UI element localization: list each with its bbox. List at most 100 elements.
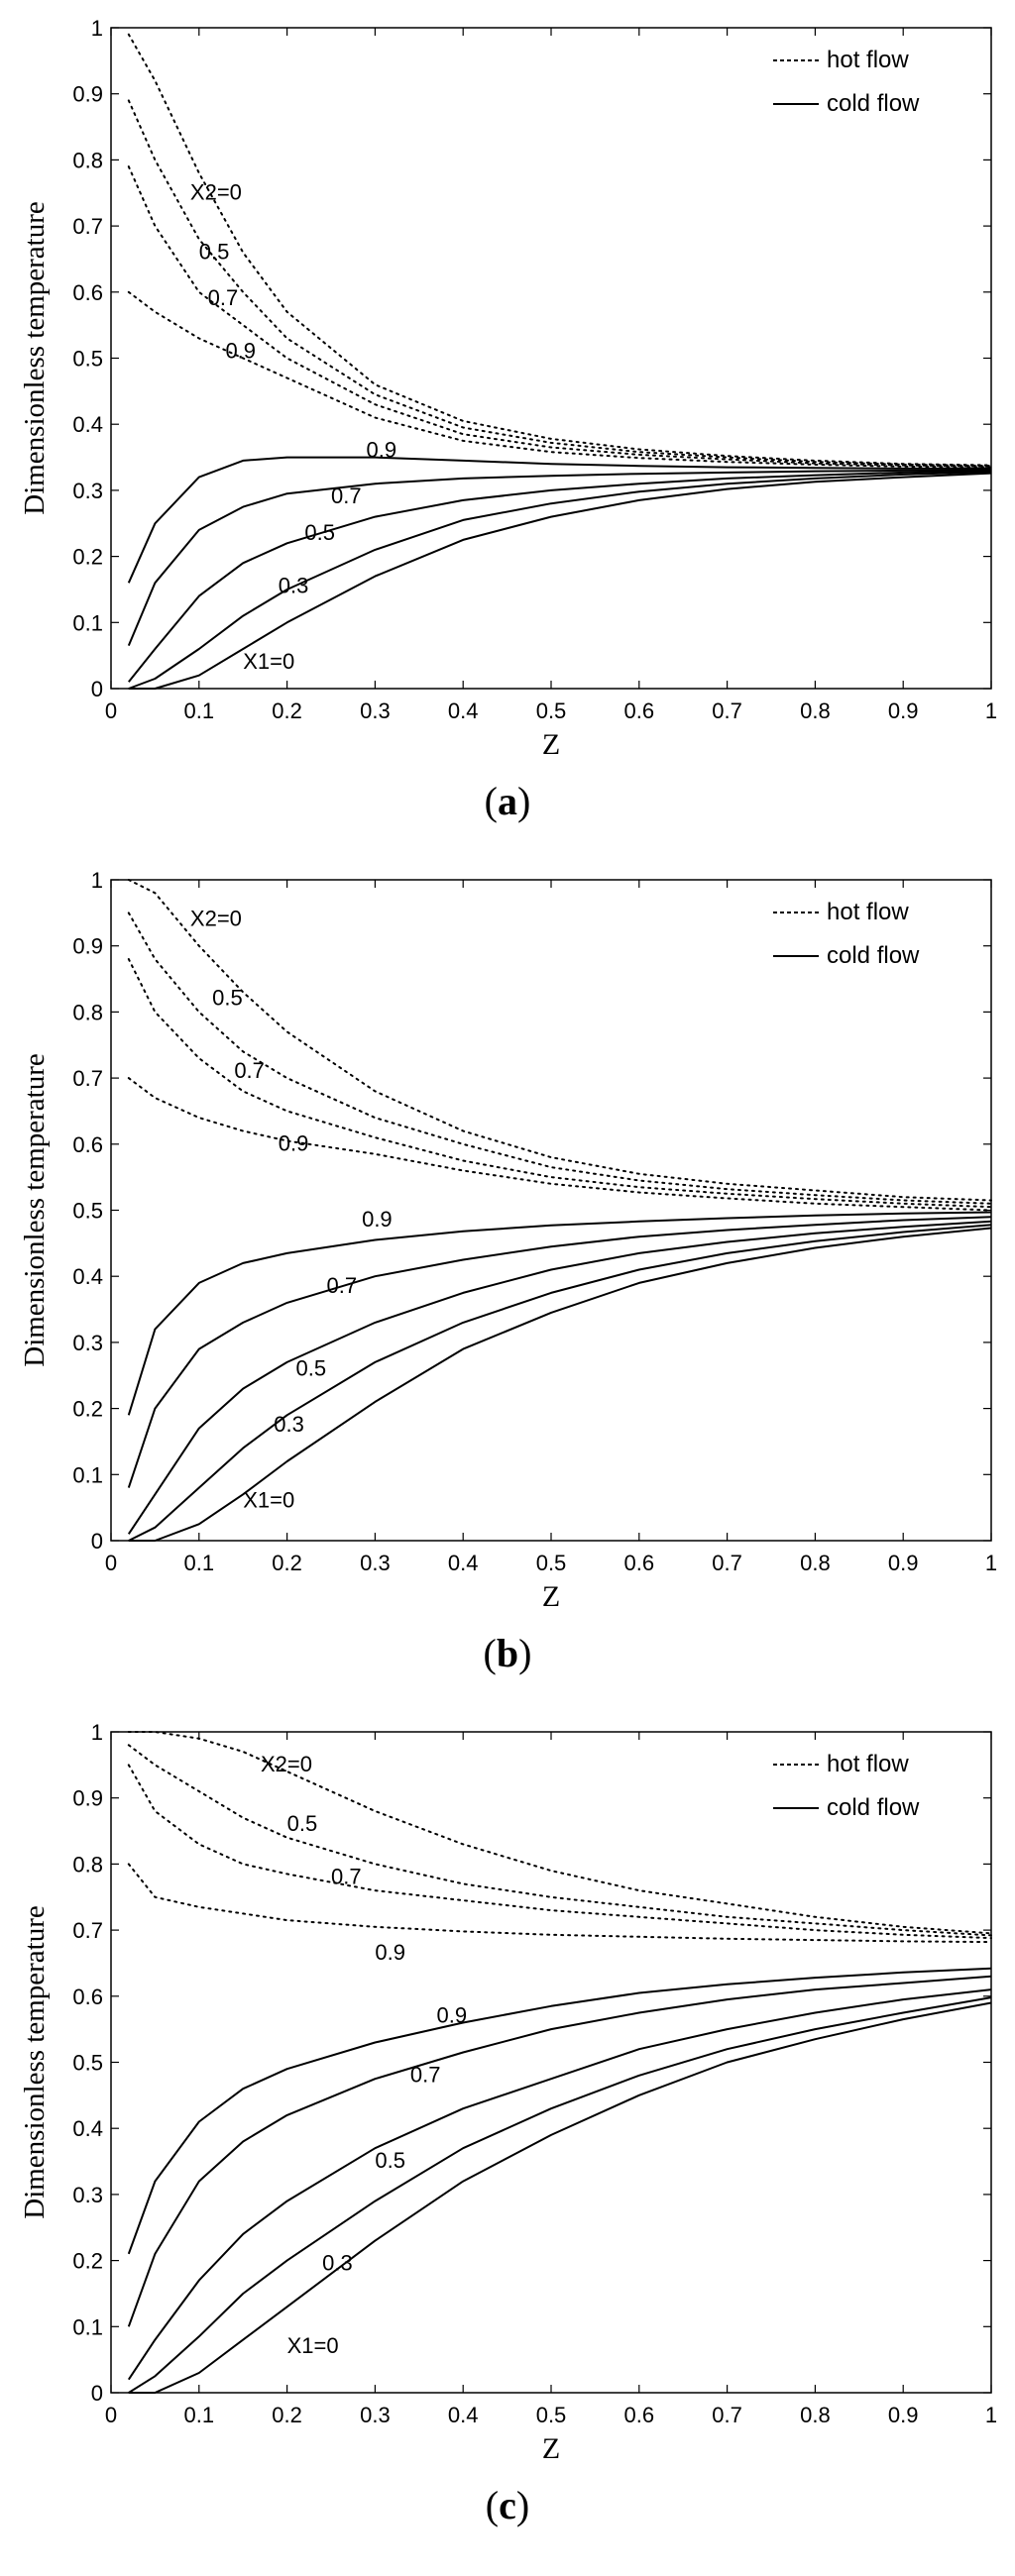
hot-flow-line [127, 958, 992, 1209]
x-tick-label: 0.7 [712, 1551, 742, 1575]
x-tick-label: 0.3 [360, 1551, 391, 1575]
chart-b: 0 0.1 0.2 0.3 0.4 0.5 0.6 0.7 0.8 0.9 1 0 0.1 0.2 0.3 0… [19, 868, 997, 1613]
cold-flow-line [128, 1227, 992, 1542]
x-tick-label: 0.7 [712, 698, 742, 723]
y-tick-label: 0.1 [72, 610, 103, 635]
y-tick-label: 0.6 [72, 1132, 103, 1157]
cold-flow-line [127, 1967, 992, 2255]
legend-label: cold flow [827, 942, 920, 969]
x-tick-label: 1 [985, 2403, 997, 2427]
x-tick-label: 0.9 [888, 2403, 919, 2427]
x-tick-label: 0.5 [536, 1551, 567, 1575]
cold-flow-line [128, 469, 992, 683]
y-tick-label: 1 [91, 868, 103, 893]
y-tick-label: 0.5 [72, 2051, 103, 2076]
curve-label: 0.7 [208, 285, 239, 310]
y-tick-label: 0 [91, 1529, 103, 1554]
legend-label: cold flow [827, 90, 920, 117]
curve-label: 0.9 [279, 1130, 309, 1155]
x-tick-label: 0.2 [272, 1551, 302, 1575]
legend-label: hot flow [827, 47, 909, 73]
x-tick-label: 0.5 [536, 2403, 567, 2427]
legend-label: hot flow [827, 899, 909, 925]
curve-label: X1=0 [287, 2333, 339, 2358]
y-tick-label: 0.3 [72, 2183, 103, 2207]
chart-panel-b: 0 0.1 0.2 0.3 0.4 0.5 0.6 0.7 0.8 0.9 1 0 0.1 0.2 0.3 0… [0, 852, 1015, 1675]
cold-flow-line [128, 1996, 992, 2394]
curve-label: 0.5 [212, 986, 243, 1011]
x-tick-label: 0.6 [624, 1551, 655, 1575]
x-tick-label: 0.3 [360, 698, 391, 723]
curve-label: 0.7 [234, 1058, 265, 1083]
cold-flow-line [127, 1975, 992, 2327]
panel-caption-c: (c) [485, 2483, 530, 2527]
x-tick-label: 0.8 [800, 1551, 831, 1575]
curve-label: 0.7 [331, 1864, 362, 1888]
x-tick-label: 0.1 [184, 2403, 215, 2427]
x-tick-label: 0.8 [800, 2403, 831, 2427]
y-tick-label: 0.4 [72, 2116, 103, 2141]
y-tick-label: 0.8 [72, 1852, 103, 1877]
x-tick-label: 0.6 [624, 698, 655, 723]
curve-label: 0.3 [279, 573, 309, 597]
x-tick-label: 0 [105, 698, 117, 723]
y-tick-label: 0.8 [72, 1000, 103, 1024]
x-tick-label: 0.2 [272, 2403, 302, 2427]
cold-flow-line [127, 1988, 992, 2381]
y-tick-label: 0.7 [72, 1066, 103, 1091]
cold-flow-line [128, 2001, 992, 2394]
y-tick-label: 0.1 [72, 2314, 103, 2339]
panel-label-c: c [499, 2483, 516, 2527]
curve-label: X2=0 [190, 179, 242, 204]
y-tick-label: 0.2 [72, 545, 103, 570]
chart-panel-a: 0 0.1 0.2 0.3 0.4 0.5 0.6 0.7 0.8 0.9 1 0 0.1 0.2 0.3 0… [0, 0, 1015, 823]
hot-flow-line [127, 1731, 992, 1935]
curve-label: X2=0 [261, 1752, 312, 1776]
y-tick-label: 0.9 [72, 82, 103, 107]
y-tick-label: 0.1 [72, 1462, 103, 1487]
y-tick-label: 0.5 [72, 1199, 103, 1224]
cold-flow-line [128, 472, 992, 690]
y-tick-label: 0.2 [72, 2249, 103, 2274]
y-axis-label: Dimensionless temperature [19, 1053, 51, 1367]
curve-label: 0.5 [295, 1355, 326, 1380]
y-tick-label: 0.7 [72, 214, 103, 239]
cold-flow-line [128, 1224, 992, 1542]
x-tick-label: 0.4 [448, 2403, 479, 2427]
legend-label: cold flow [827, 1794, 920, 1821]
hot-flow-line [127, 99, 992, 468]
curve-label: 0.5 [375, 2148, 405, 2173]
curve-label: X1=0 [243, 649, 294, 674]
curve-label: 0.5 [287, 1811, 318, 1836]
y-tick-label: 0.5 [72, 347, 103, 372]
chart-a: 0 0.1 0.2 0.3 0.4 0.5 0.6 0.7 0.8 0.9 1 0 0.1 0.2 0.3 0… [19, 16, 997, 761]
plot-frame [110, 879, 992, 1542]
y-tick-label: 0.9 [72, 934, 103, 959]
legend-label: hot flow [827, 1751, 909, 1777]
curve-label: 0.5 [304, 520, 335, 545]
hot-flow-line [127, 33, 992, 467]
x-tick-label: 0.9 [888, 1551, 919, 1575]
y-tick-label: 0.7 [72, 1918, 103, 1943]
y-tick-label: 0 [91, 2381, 103, 2406]
x-tick-label: 0.2 [272, 698, 302, 723]
x-axis-label: Z [542, 1580, 560, 1613]
y-tick-label: 0.6 [72, 280, 103, 305]
chart-panel-c: 0 0.1 0.2 0.3 0.4 0.5 0.6 0.7 0.8 0.9 1 0 0.1 0.2 0.3 0… [0, 1704, 1015, 2527]
hot-flow-line [127, 1744, 992, 1937]
chart-c: 0 0.1 0.2 0.3 0.4 0.5 0.6 0.7 0.8 0.9 1 0 0.1 0.2 0.3 0… [19, 1720, 997, 2465]
y-tick-label: 0.9 [72, 1786, 103, 1811]
curve-label: 0.7 [327, 1273, 358, 1298]
panel-label-a: a [498, 779, 517, 823]
panel-label-b: b [496, 1631, 519, 1675]
hot-flow-line [127, 290, 992, 469]
cold-flow-line [127, 1216, 992, 1488]
x-tick-label: 1 [985, 1551, 997, 1575]
y-axis-label: Dimensionless temperature [19, 1905, 51, 2219]
hot-flow-line [127, 912, 992, 1205]
cold-flow-line [127, 456, 991, 584]
curve-label: X1=0 [243, 1488, 294, 1513]
panel-caption-a: (a) [484, 779, 531, 823]
x-axis-label: Z [542, 2432, 560, 2465]
y-tick-label: 0 [91, 677, 103, 701]
